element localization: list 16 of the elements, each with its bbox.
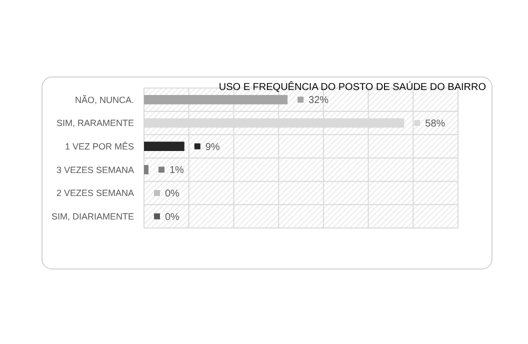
y-tick-label: SIM, DIARIAMENTE xyxy=(51,211,134,222)
data-label: 0% xyxy=(165,188,180,200)
data-label: 58% xyxy=(425,118,446,130)
bar xyxy=(144,95,288,104)
data-label: 9% xyxy=(205,142,220,153)
chart-title: USO E FREQUÊNCIA DO POSTO DE SAÚDE DO BAIRRO xyxy=(218,81,486,93)
bar xyxy=(144,142,184,151)
data-label: 1% xyxy=(169,165,184,176)
bar xyxy=(144,165,148,174)
y-tick-label: 1 VEZ POR MÊS xyxy=(64,141,134,152)
y-tick-label: 2 VEZES SEMANA xyxy=(56,188,134,198)
y-tick-label: 3 VEZES SEMANA xyxy=(56,164,134,175)
data-label: 0% xyxy=(165,212,180,223)
y-tick-label: SIM, RARAMENTE xyxy=(56,118,134,128)
data-label: 32% xyxy=(308,95,329,106)
y-tick-label: NÃO, NUNCA. xyxy=(74,94,134,105)
